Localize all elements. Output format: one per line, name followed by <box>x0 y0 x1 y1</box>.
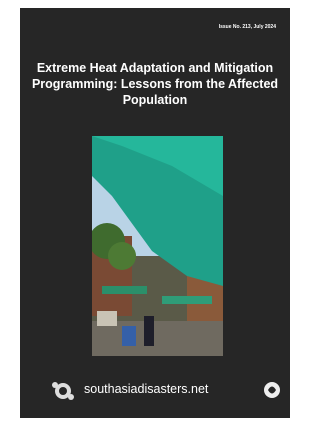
cover-title: Extreme Heat Adaptation and Mitigation P… <box>30 60 280 108</box>
cover: Issue No. 213, July 2024 Extreme Heat Ad… <box>20 8 290 418</box>
emblem <box>262 380 282 400</box>
website: southasiadisasters.net <box>84 382 208 396</box>
logo <box>50 380 76 402</box>
cover-photo <box>92 136 223 356</box>
page: {"cover": {"issue": "Issue No. 213, July… <box>0 0 306 430</box>
issue-label: Issue No. 213, July 2024 <box>219 24 276 30</box>
